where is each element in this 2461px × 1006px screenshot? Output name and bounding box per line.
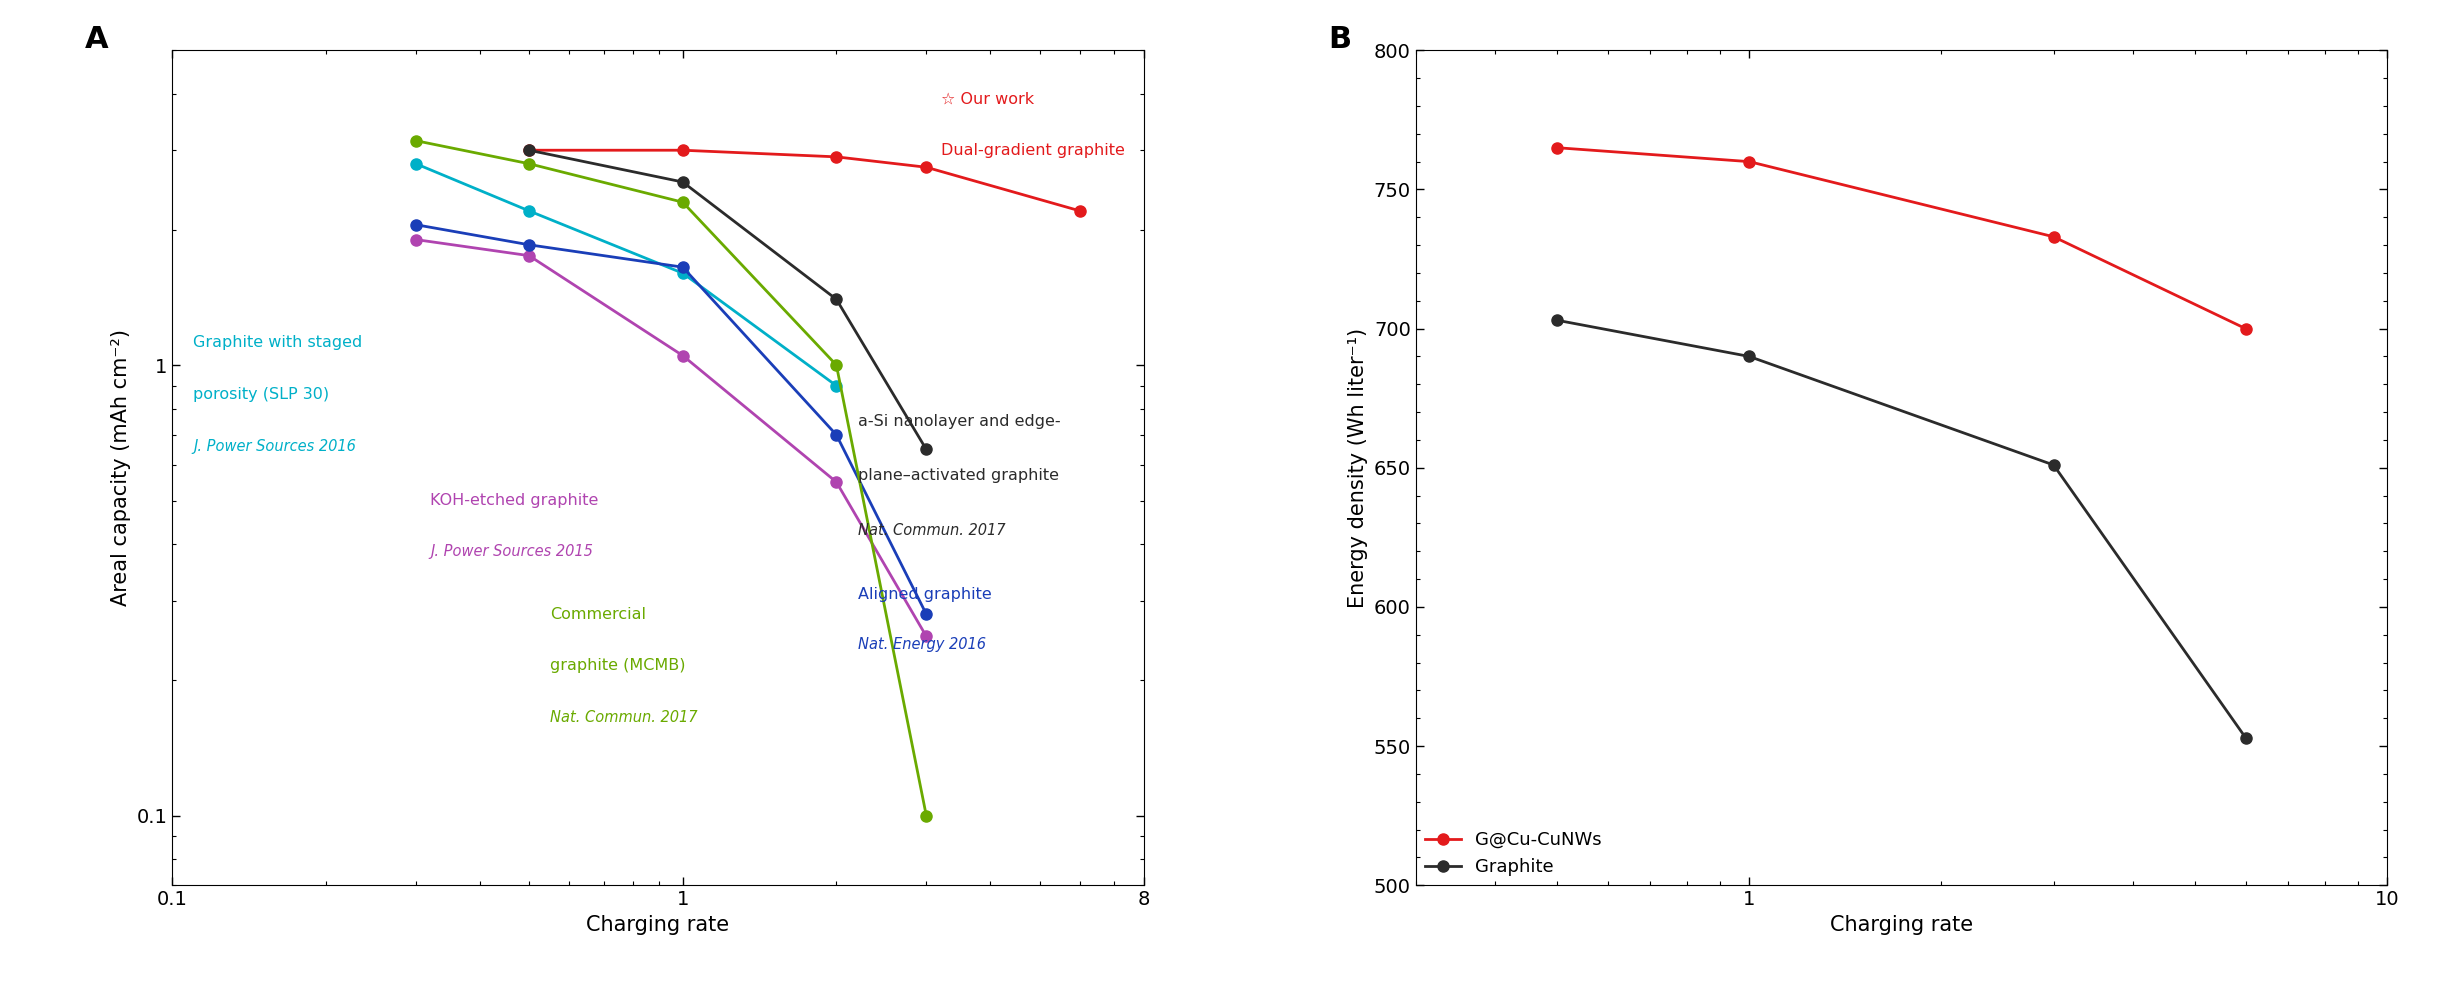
Text: A: A — [84, 25, 108, 54]
Graphite — [1735, 350, 1765, 362]
Text: graphite (MCMB): graphite (MCMB) — [551, 658, 687, 673]
Text: Nat. Energy 2016: Nat. Energy 2016 — [856, 637, 984, 652]
Text: ☆ Our work: ☆ Our work — [940, 92, 1034, 107]
Text: Graphite with staged: Graphite with staged — [194, 335, 362, 350]
G@Cu-CuNWs — [2038, 230, 2067, 242]
Legend: G@Cu-CuNWs, Graphite: G@Cu-CuNWs, Graphite — [1425, 831, 1602, 876]
Line: Graphite: Graphite — [1553, 315, 2252, 743]
Text: porosity (SLP 30): porosity (SLP 30) — [194, 387, 330, 402]
Line: G@Cu-CuNWs: G@Cu-CuNWs — [1553, 142, 2252, 334]
G@Cu-CuNWs — [1543, 142, 1573, 154]
Text: Aligned graphite: Aligned graphite — [856, 586, 992, 602]
G@Cu-CuNWs — [2230, 323, 2259, 335]
Text: J. Power Sources 2016: J. Power Sources 2016 — [194, 439, 357, 454]
Y-axis label: Energy density (Wh liter⁻¹): Energy density (Wh liter⁻¹) — [1349, 328, 1368, 608]
Text: Dual-gradient graphite: Dual-gradient graphite — [940, 143, 1125, 158]
Text: Nat. Commun. 2017: Nat. Commun. 2017 — [856, 523, 1004, 537]
Text: Commercial: Commercial — [551, 607, 647, 622]
Text: J. Power Sources 2015: J. Power Sources 2015 — [431, 544, 593, 559]
Text: KOH-etched graphite: KOH-etched graphite — [431, 493, 598, 508]
Text: a-Si nanolayer and edge-: a-Si nanolayer and edge- — [856, 413, 1061, 429]
X-axis label: Charging rate: Charging rate — [586, 914, 728, 935]
Y-axis label: Areal capacity (mAh cm⁻²): Areal capacity (mAh cm⁻²) — [111, 329, 130, 607]
G@Cu-CuNWs — [1735, 156, 1765, 168]
X-axis label: Charging rate: Charging rate — [1831, 914, 1974, 935]
Graphite — [2038, 459, 2067, 471]
Graphite — [2230, 731, 2259, 743]
Graphite — [1543, 314, 1573, 326]
Text: plane–activated graphite: plane–activated graphite — [856, 468, 1058, 483]
Text: Nat. Commun. 2017: Nat. Commun. 2017 — [551, 710, 699, 725]
Text: B: B — [1329, 25, 1351, 54]
